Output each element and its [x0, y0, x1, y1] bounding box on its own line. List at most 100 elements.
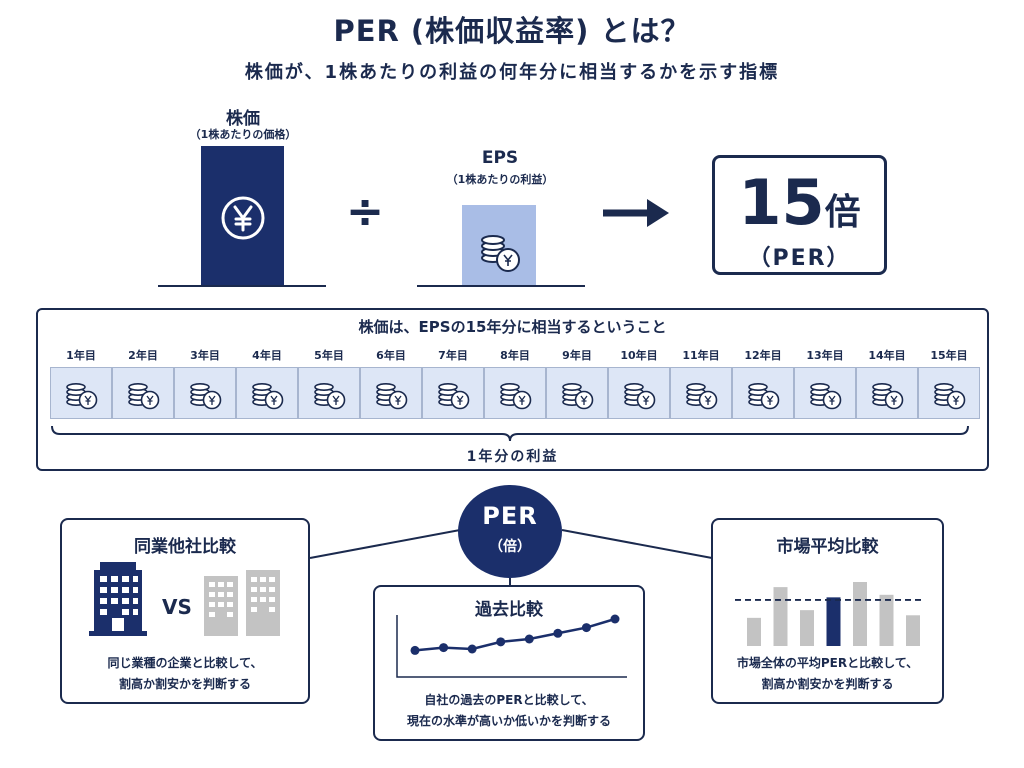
eps-label: EPS	[481, 148, 519, 168]
per-result-unit: 倍	[824, 192, 861, 233]
market-bar	[906, 615, 920, 646]
year-cell	[732, 367, 794, 419]
competitor-buildings-icon	[204, 570, 280, 636]
history-line-chart	[396, 614, 627, 678]
market-bar-highlight	[826, 597, 841, 646]
coin-stack-icon	[498, 378, 534, 410]
price-sublabel: （1株あたりの価格）	[189, 128, 297, 141]
year-cell	[236, 367, 298, 419]
peer-card-text-line2: 割高か割安かを判断する	[118, 677, 251, 691]
coin-stack-icon	[684, 378, 720, 410]
year-label: 15年目	[930, 349, 968, 362]
market-bar	[800, 610, 814, 646]
history-series-line	[414, 617, 616, 652]
coin-stack-icon	[560, 378, 596, 410]
year-cell	[422, 367, 484, 419]
market-card-title: 市場平均比較	[776, 537, 879, 557]
year-label: 13年目	[806, 349, 844, 362]
per-result-box: 15倍 （PER）	[712, 155, 887, 275]
market-card-text-line1: 市場全体の平均PERと比較して、	[736, 656, 919, 670]
history-point	[524, 634, 534, 644]
per-center-main: PER	[482, 502, 538, 530]
coin-stack-icon	[622, 378, 658, 410]
year-cell	[50, 367, 112, 419]
history-point	[553, 628, 563, 638]
timeline-total-label: 1年分の利益	[466, 449, 559, 465]
history-card-text-line1: 自社の過去のPERと比較して、	[424, 693, 594, 707]
market-bar	[747, 617, 761, 646]
coin-stack-icon	[436, 378, 472, 410]
year-cell	[546, 367, 608, 419]
history-point	[610, 614, 620, 624]
market-card-text-line2: 割高か割安かを判断する	[761, 677, 894, 691]
coin-stack-icon	[312, 378, 348, 410]
year-cell	[856, 367, 918, 419]
coin-stack-icon	[746, 378, 782, 410]
yen-circle-icon	[221, 196, 265, 240]
history-point	[410, 645, 420, 655]
year-label: 7年目	[438, 349, 468, 362]
year-cell	[670, 367, 732, 419]
year-cell	[174, 367, 236, 419]
market-bar-chart	[735, 582, 923, 646]
history-point	[581, 623, 591, 633]
eps-baseline	[417, 285, 585, 287]
page-title: PER (株価収益率) とは？	[333, 14, 691, 48]
divide-icon: ÷	[345, 184, 385, 238]
history-card-text-line2: 現在の水準が高いか低いかを判断する	[406, 714, 611, 728]
peer-card-text-line1: 同じ業種の企業と比較して、	[107, 656, 263, 670]
timeline-brace	[51, 425, 969, 442]
company-building-icon	[89, 562, 147, 636]
year-cell	[484, 367, 546, 419]
year-label: 12年目	[744, 349, 782, 362]
year-label: 2年目	[128, 349, 158, 362]
market-comparison-card: 市場平均比較 市場全体の平均PERと比較して、 割高か割安かを判断する	[711, 518, 944, 704]
year-label: 9年目	[562, 349, 592, 362]
per-center-circle: PER （倍）	[458, 485, 562, 578]
market-bar	[773, 587, 788, 646]
coin-stack-icon	[932, 378, 968, 410]
per-center-sub: （倍）	[489, 539, 531, 555]
history-point	[496, 637, 506, 647]
year-label: 10年目	[620, 349, 658, 362]
coin-stack-icon	[126, 378, 162, 410]
coin-stack-icon	[870, 378, 906, 410]
coin-stack-icon	[481, 235, 520, 272]
year-label: 1年目	[66, 349, 96, 362]
history-comparison-card: 過去比較 自社の過去のPERと比較して、 現在の水準が高いか低いかを判断する	[373, 585, 645, 741]
coin-stack-icon	[808, 378, 844, 410]
history-point	[439, 643, 449, 653]
peer-comparison-card: 同業他社比較 VS 同じ業種の企業と比較して、 割高か割安かを判断する	[60, 518, 310, 704]
eps-sublabel: （1株あたりの利益）	[446, 173, 554, 186]
market-bar	[879, 594, 894, 646]
year-cell	[794, 367, 856, 419]
arrow-right-icon	[603, 199, 669, 227]
year-cell	[918, 367, 980, 419]
history-axis	[396, 615, 627, 678]
coin-stack-icon	[188, 378, 224, 410]
market-bar	[853, 582, 867, 646]
timeline-box	[36, 308, 989, 471]
history-point	[467, 644, 477, 654]
year-label: 8年目	[500, 349, 530, 362]
year-label: 6年目	[376, 349, 406, 362]
price-label: 株価	[226, 109, 260, 129]
year-label: 3年目	[190, 349, 220, 362]
price-baseline	[158, 285, 326, 287]
timeline-heading: 株価は、EPSの15年分に相当するということ	[358, 318, 667, 336]
year-label: 11年目	[682, 349, 720, 362]
vs-label: VS	[162, 595, 192, 619]
per-result-number: 15	[738, 166, 825, 239]
year-cell	[298, 367, 360, 419]
coin-stack-icon	[250, 378, 286, 410]
coin-stack-icon	[64, 378, 100, 410]
year-cell	[608, 367, 670, 419]
page-subtitle: 株価が、1株あたりの利益の何年分に相当するかを示す指標	[244, 62, 780, 83]
year-cell	[360, 367, 422, 419]
year-label: 4年目	[252, 349, 282, 362]
year-cell	[112, 367, 174, 419]
year-label: 14年目	[868, 349, 906, 362]
peer-card-title: 同業他社比較	[134, 537, 236, 557]
year-label: 5年目	[314, 349, 344, 362]
history-card-title: 過去比較	[475, 600, 543, 620]
